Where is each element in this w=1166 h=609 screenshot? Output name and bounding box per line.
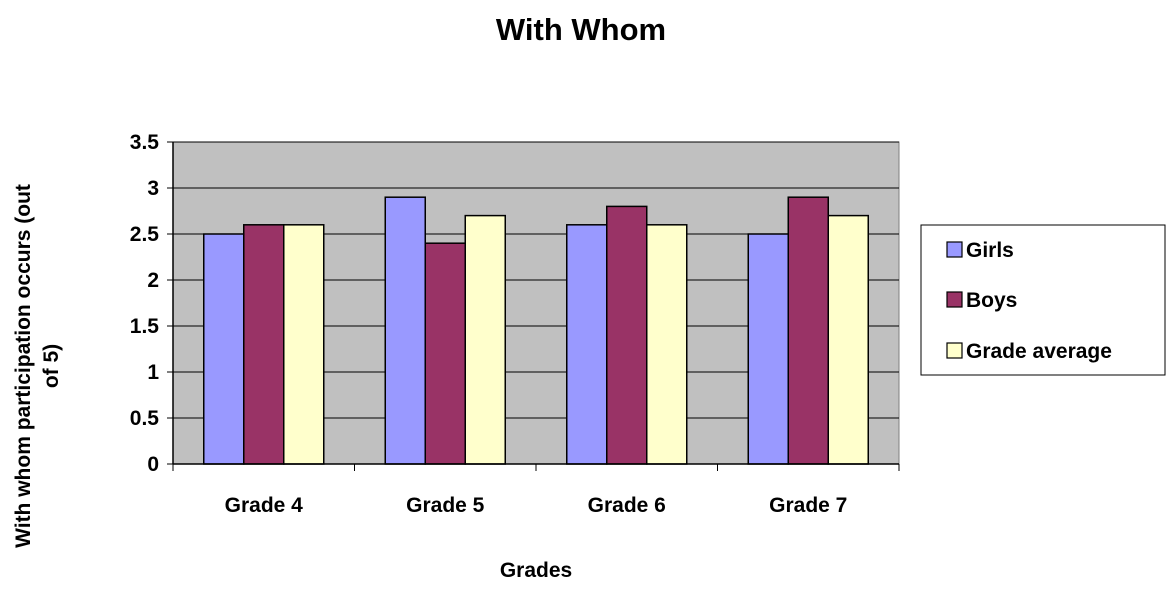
bars [203, 196, 869, 465]
bar-boys-grade-7 [787, 196, 829, 465]
bar-girls-grade-4 [203, 233, 245, 465]
x-tick-label: Grade 7 [769, 494, 847, 517]
bar-grade-average-grade-4 [283, 224, 325, 465]
bar-grade-average-grade-5 [464, 214, 506, 465]
legend-label: Boys [966, 289, 1017, 312]
bar-boys-grade-5 [424, 242, 466, 465]
x-tick-labels: Grade 4 Grade 5 Grade 6 Grade 7 [225, 494, 848, 517]
legend-swatch [946, 241, 963, 258]
axes [172, 142, 900, 471]
legend-swatch [946, 342, 963, 359]
y-tick-label: 0 [147, 453, 159, 476]
x-tick-label: Grade 6 [588, 494, 666, 517]
bar-girls-grade-7 [747, 233, 789, 465]
y-tick-label: 0.5 [130, 407, 160, 430]
legend-label: Grade average [966, 340, 1112, 363]
legend-items: Girls Boys Grade average [946, 239, 1112, 363]
bar-girls-grade-6 [566, 224, 608, 465]
y-tick-label: 2.5 [130, 223, 160, 246]
y-axis-label-line-2: of 5) [40, 344, 63, 388]
y-tick-label: 3.5 [130, 131, 160, 154]
x-tick-label: Grade 4 [225, 494, 304, 517]
x-tick-label: Grade 5 [406, 494, 485, 517]
y-tick-label: 2 [147, 269, 159, 292]
legend-swatch [946, 291, 963, 308]
chart-title: With Whom [496, 12, 666, 47]
y-axis-label: With whom participation occurs (out of 5… [12, 184, 63, 548]
y-tick-label: 1 [147, 361, 159, 384]
bar-boys-grade-6 [606, 205, 648, 465]
bar-girls-grade-5 [384, 196, 426, 465]
bar-grade-average-grade-6 [646, 224, 688, 465]
legend: Girls Boys Grade average [920, 224, 1166, 376]
y-tick-labels: 0 0.5 1 1.5 2 2.5 3 3.5 [130, 131, 173, 476]
y-tick-label: 3 [147, 177, 159, 200]
legend-label: Girls [966, 239, 1014, 262]
bar-grade-average-grade-7 [827, 214, 869, 465]
y-axis-label-line-1: With whom participation occurs (out [12, 184, 35, 548]
bar-boys-grade-4 [243, 224, 285, 465]
y-tick-label: 1.5 [130, 315, 160, 338]
x-axis-label: Grades [500, 559, 572, 582]
